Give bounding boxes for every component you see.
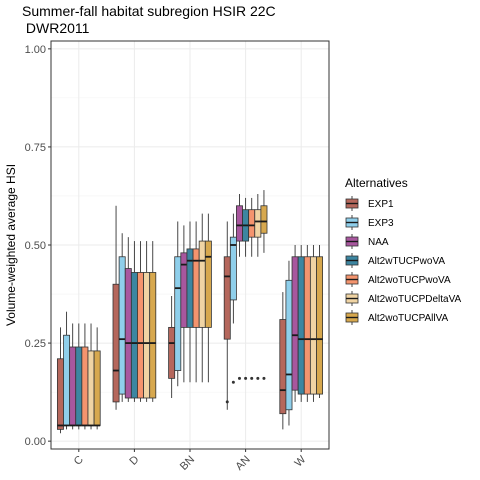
legend-label: NAA [368,237,389,248]
legend-label: Alt2woTUCPDeltaVA [368,294,462,305]
x-axis-ticks: C D BN AN W [72,449,309,473]
box [130,272,138,399]
legend-label: Alt2woTUCPwoVA [368,275,451,286]
y-tick-label: 0.00 [25,436,46,448]
chart-title-line-1: Summer-fall habitat subregion HSIR 22C [22,3,276,19]
legend-item: EXP3 [345,215,394,230]
y-tick-label: 0.25 [25,338,46,350]
legend-label: Alt2wTUCPwoVA [368,256,445,267]
box [198,240,206,328]
box [69,346,77,426]
legend-item: Alt2wTUCPwoVA [345,253,445,268]
box [279,319,287,415]
y-tick-label: 0.50 [25,240,46,252]
box [137,272,144,399]
x-tick-label: W [292,453,308,469]
box [316,256,324,395]
x-tick-label: D [127,454,141,468]
box [223,256,231,340]
x-tick-label: BN [178,454,197,473]
outlier-point [231,380,235,384]
legend-item: Alt2woTUCPwoVA [345,272,451,287]
outlier-point [225,400,229,404]
box [75,346,83,426]
outlier-point [256,376,260,380]
outlier-point [244,376,248,380]
y-tick-label: 1.00 [25,44,46,56]
box [87,350,95,426]
box [248,209,256,238]
box [204,240,212,328]
box [124,268,132,399]
outlier-point [262,376,266,380]
box [236,205,243,242]
legend-label: Alt2woTUCPAllVA [368,313,449,324]
outlier-point [250,376,254,380]
box [63,334,71,426]
box [229,236,237,301]
x-tick-label: C [72,454,86,468]
y-axis-title: Volume-weighted average HSI [4,164,18,326]
series-Alt2woTUCPwoVA [81,197,311,430]
box [291,256,299,391]
box [81,346,89,426]
box [309,256,317,395]
box [254,209,262,238]
legend-label: EXP1 [368,199,394,210]
legend-label: EXP3 [368,218,394,229]
chart-title-line-2: DWR2011 [22,20,90,36]
outlier-point [237,376,241,380]
box [303,256,311,395]
y-tick-label: 0.75 [25,142,46,154]
legend-item: NAA [345,234,389,249]
x-tick-label: AN [233,454,252,473]
box [297,256,305,395]
legend-item: Alt2woTUCPDeltaVA [345,291,462,306]
legend-title: Alternatives [345,176,408,190]
legend-item: EXP1 [345,196,394,211]
box [118,256,126,395]
box [93,350,101,426]
box [56,358,64,430]
box [168,326,176,379]
box [112,283,120,403]
box-series-layer [56,190,324,434]
box [143,272,151,399]
legend: Alternatives EXP1 EXP3 NAA Alt2wTUCPwoVA Alt… [345,176,462,325]
box [174,256,182,371]
legend-item: Alt2woTUCPAllVA [345,310,449,325]
y-axis-ticks: 0.00 0.25 0.50 0.75 1.00 [25,44,51,448]
box [285,279,293,411]
box [260,205,268,234]
box [149,272,157,399]
series-Alt2woTUCPAllVA [93,190,324,430]
